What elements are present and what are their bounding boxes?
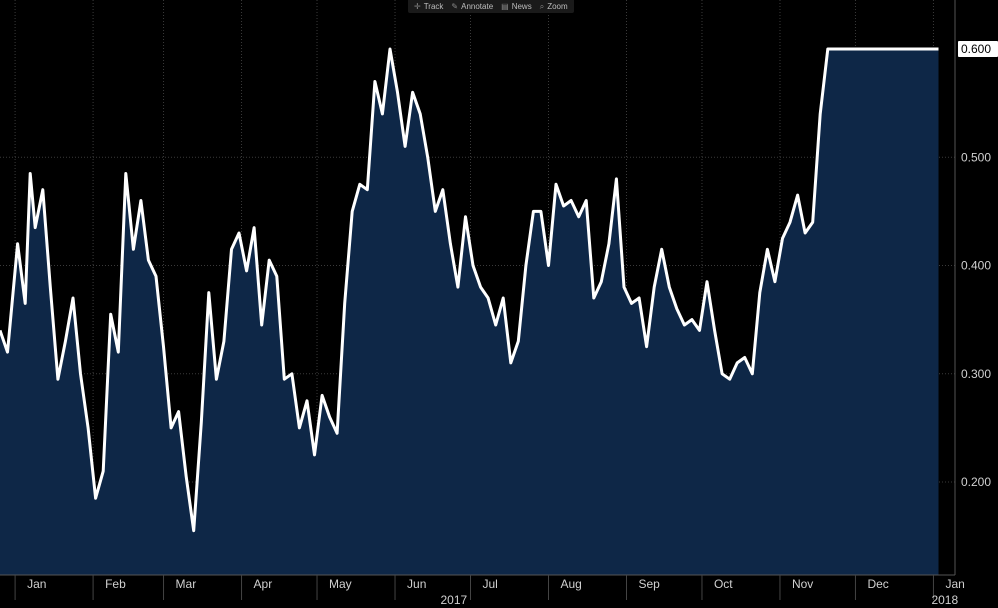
x-month-label: Dec xyxy=(867,577,888,591)
last-value-label: 0.600 xyxy=(961,42,991,56)
y-tick-label: 0.200 xyxy=(961,475,991,489)
x-month-label: Jul xyxy=(483,577,498,591)
x-month-label: Sep xyxy=(638,577,660,591)
y-tick-label: 0.300 xyxy=(961,367,991,381)
magnifier-icon: ⌕ xyxy=(539,1,545,11)
x-month-label: May xyxy=(329,577,352,591)
series-line xyxy=(0,47,939,533)
last-value-box xyxy=(958,41,998,57)
x-month-label: Jan xyxy=(945,577,964,591)
annotate-label: Annotate xyxy=(461,2,494,11)
news-label: News xyxy=(511,2,532,11)
x-month-label: Feb xyxy=(105,577,126,591)
x-month-label: Nov xyxy=(792,577,813,591)
series-area xyxy=(0,49,939,575)
crosshair-icon: ✛ xyxy=(414,2,421,11)
x-month-label: Jun xyxy=(407,577,426,591)
zoom-label: Zoom xyxy=(547,2,568,11)
x-year-label: 2017 xyxy=(441,593,468,607)
news-icon: ▤ xyxy=(501,2,509,11)
x-month-label: Aug xyxy=(560,577,581,591)
x-year-label: 2018 xyxy=(931,593,958,607)
track-button[interactable]: ✛ Track xyxy=(414,0,443,13)
zoom-button[interactable]: ⌕ Zoom xyxy=(540,0,568,13)
x-month-label: Apr xyxy=(254,577,273,591)
track-label: Track xyxy=(423,2,444,11)
news-button[interactable]: ▤ News xyxy=(501,0,532,13)
y-tick-label: 0.500 xyxy=(961,150,991,164)
chart-toolbar: ✛ Track ✎ Annotate ▤ News ⌕ Zoom xyxy=(408,0,574,13)
x-month-label: Oct xyxy=(714,577,733,591)
y-tick-label: 0.400 xyxy=(961,259,991,273)
x-month-label: Jan xyxy=(27,577,46,591)
annotate-button[interactable]: ✎ Annotate xyxy=(451,0,493,13)
pencil-icon: ✎ xyxy=(451,2,459,11)
x-month-label: Mar xyxy=(176,577,197,591)
